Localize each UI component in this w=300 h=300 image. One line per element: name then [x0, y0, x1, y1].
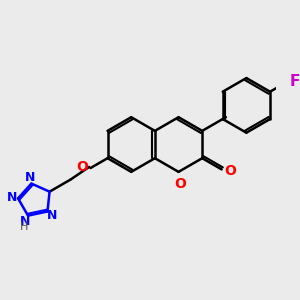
Text: H: H [20, 222, 28, 232]
Text: O: O [224, 164, 236, 178]
Text: N: N [20, 214, 31, 228]
Text: O: O [76, 160, 88, 174]
Text: N: N [7, 191, 17, 204]
Text: N: N [47, 209, 57, 222]
Text: N: N [25, 171, 35, 184]
Text: O: O [174, 177, 186, 191]
Text: F: F [290, 74, 300, 89]
